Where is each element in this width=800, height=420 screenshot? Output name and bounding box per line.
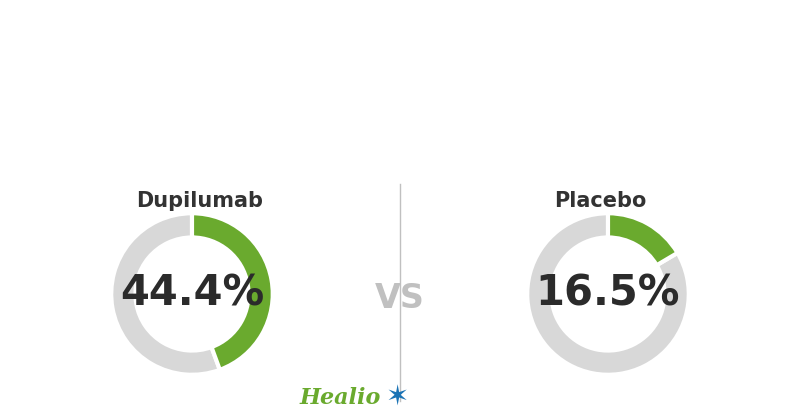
Wedge shape: [111, 213, 220, 375]
Text: Percentages of patients with PAO and eosinophils ≥ 300 cells/
μL and FeNO ≥ 25 p: Percentages of patients with PAO and eos…: [57, 51, 743, 125]
Wedge shape: [527, 213, 689, 375]
Wedge shape: [192, 213, 273, 370]
Text: 44.4%: 44.4%: [120, 273, 264, 315]
Text: VS: VS: [375, 282, 425, 315]
Text: ✶: ✶: [386, 384, 409, 412]
Wedge shape: [608, 213, 678, 265]
Text: Healio: Healio: [299, 387, 381, 409]
Text: Placebo: Placebo: [554, 191, 646, 211]
Text: Dupilumab: Dupilumab: [137, 191, 263, 211]
Text: 16.5%: 16.5%: [536, 273, 680, 315]
